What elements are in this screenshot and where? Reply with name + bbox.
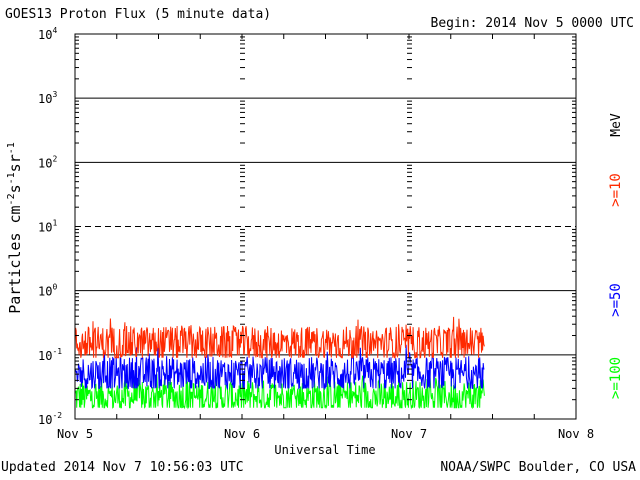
y-axis-label: Particles cm-2s-1sr-1 (6, 142, 24, 314)
series-line-0 (74, 316, 485, 359)
y-tick-label: 102 (38, 154, 57, 170)
updated-time: Updated 2014 Nov 7 10:56:03 UTC (1, 460, 244, 475)
legend: >=10 >=50 >=100 MeV (608, 113, 624, 399)
legend-entry: >=10 (608, 173, 624, 207)
series-lines (74, 316, 485, 410)
y-tick-label: 101 (38, 219, 57, 235)
legend-entry: >=50 (608, 283, 624, 317)
x-tick-label: Nov 7 (391, 427, 427, 441)
y-tick-label: 103 (38, 90, 57, 106)
legend-units: MeV (609, 113, 624, 137)
y-tick-label: 10-1 (38, 347, 62, 363)
x-tick-label: Nov 5 (57, 427, 93, 441)
x-tick-label: Nov 8 (558, 427, 594, 441)
x-axis-label: Universal Time (274, 443, 375, 457)
axis-ticks: 10-2 10-1 100 101 102 103 104 Nov 5 Nov 6 Nov 7 No… (38, 26, 594, 441)
chart-title: GOES13 Proton Flux (5 minute data) (5, 7, 272, 22)
series-line-2 (74, 374, 485, 410)
credit: NOAA/SWPC Boulder, CO USA (440, 460, 636, 475)
series-line-1 (74, 343, 485, 391)
legend-entry: >=100 (608, 357, 624, 399)
y-tick-label: 10-2 (38, 411, 62, 427)
y-tick-label: 100 (38, 283, 57, 299)
gridlines (75, 97, 576, 356)
begin-time: Begin: 2014 Nov 5 0000 UTC (430, 16, 635, 31)
y-tick-label: 104 (38, 26, 57, 42)
x-tick-label: Nov 6 (224, 427, 260, 441)
